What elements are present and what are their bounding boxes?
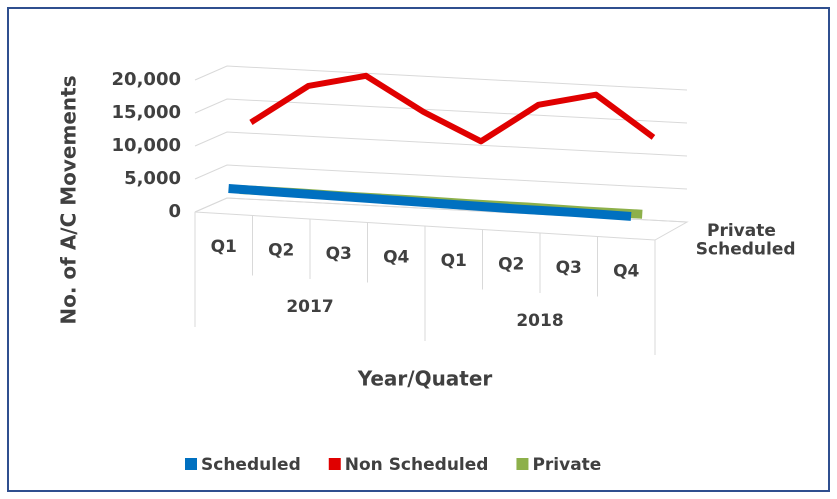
floor — [194, 197, 689, 241]
series-line — [249, 72, 656, 145]
y-axis-title: No. of A/C Movements — [57, 75, 81, 324]
depth-label: Scheduled — [696, 239, 796, 259]
x-tick-label: Q1 — [211, 237, 237, 257]
series-line — [228, 184, 632, 221]
group-label: 2017 — [286, 297, 333, 317]
chart-frame — [7, 7, 830, 492]
grid-line — [194, 65, 688, 91]
x-tick-label: Q3 — [556, 258, 582, 278]
legend-swatch — [328, 458, 341, 470]
y-tick-label: 15,000 — [112, 102, 181, 123]
x-axis-title: Year/Quater — [357, 367, 493, 391]
group-label: 2018 — [516, 311, 563, 331]
x-tick-label: Q2 — [268, 240, 294, 260]
grid-line — [194, 164, 688, 190]
y-tick-label: 5,000 — [124, 168, 181, 189]
x-tick-label: Q2 — [498, 254, 524, 274]
legend-label: Scheduled — [201, 455, 301, 475]
y-tick-label: 0 — [168, 201, 181, 222]
x-tick-label: Q3 — [326, 244, 352, 264]
legend-label: Private — [532, 455, 601, 475]
grid-line — [194, 98, 688, 124]
depth-label: Private — [707, 221, 776, 241]
y-tick-label: 20,000 — [112, 69, 181, 90]
legend-swatch — [516, 458, 529, 470]
x-tick-label: Q4 — [613, 261, 639, 281]
legend-label: Non Scheduled — [345, 455, 489, 475]
y-tick-label: 10,000 — [112, 135, 181, 156]
grid-line — [194, 131, 688, 157]
x-tick-label: Q1 — [441, 251, 467, 271]
x-tick-label: Q4 — [383, 247, 409, 267]
legend-swatch — [185, 458, 197, 470]
